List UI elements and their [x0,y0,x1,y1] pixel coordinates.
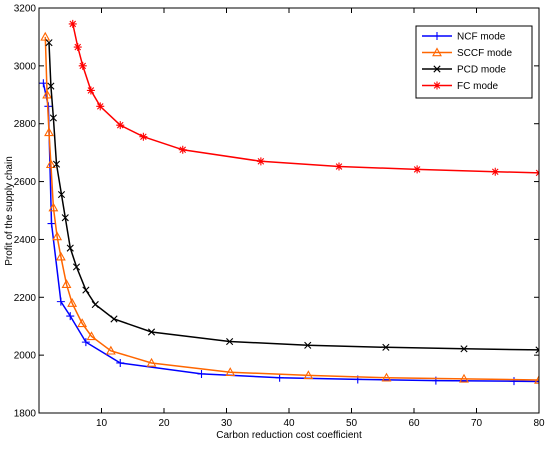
data-point-pcd-mode [110,315,118,323]
y-tick-label: 2000 [14,351,37,362]
y-axis-title: Profit of the supply chain [4,156,15,266]
legend-label: PCD mode [457,65,506,76]
data-point-pcd-mode [535,346,539,354]
data-point-pcd-mode [45,39,53,47]
data-point-ncf-mode [510,377,518,386]
x-tick-label: 30 [221,418,233,429]
data-point-sccf-mode [381,372,392,382]
data-point-sccf-mode [67,297,78,307]
data-point-fc-mode [78,61,87,70]
data-point-sccf-mode [48,202,59,212]
data-point-sccf-mode [45,159,56,168]
data-point-sccf-mode [77,318,88,328]
data-point-sccf-mode [459,373,469,383]
data-point-pcd-mode [147,328,156,336]
data-point-pcd-mode [304,341,312,349]
data-point-ncf-mode [81,338,90,347]
legend-marker [433,65,441,73]
data-point-fc-mode [116,121,125,130]
data-point-sccf-mode [105,345,116,355]
data-point-fc-mode [96,102,105,111]
x-tick-label: 40 [283,418,295,429]
data-point-ncf-mode [56,297,65,306]
data-point-sccf-mode [303,370,314,380]
data-point-ncf-mode [197,369,206,378]
series-ncf-mode [39,79,539,386]
data-point-sccf-mode [42,89,53,99]
data-point-fc-mode [491,167,500,176]
series-fc-mode [68,19,539,177]
y-tick-label: 3000 [14,61,37,72]
data-point-pcd-mode [49,114,57,122]
legend-label: NCF mode [457,32,506,43]
data-point-pcd-mode [66,244,74,252]
legend-item-ncf-mode: NCF mode [422,32,506,43]
data-point-sccf-mode [61,279,72,289]
data-point-sccf-mode [225,367,236,376]
data-point-sccf-mode [40,31,51,41]
data-point-ncf-mode [47,219,56,228]
data-point-sccf-mode [44,127,54,137]
data-point-fc-mode [86,86,95,95]
y-tick-label: 2600 [14,177,37,188]
series-sccf-mode [40,31,539,384]
x-tick-label: 60 [408,418,420,429]
data-point-pcd-mode [226,337,234,346]
data-point-pcd-mode [52,160,61,168]
data-point-pcd-mode [91,300,99,309]
legend-item-fc-mode: FC mode [422,81,499,92]
x-axis-title: Carbon reduction cost coefficient [216,430,362,441]
legend-marker [433,81,441,90]
series-pcd-mode [45,39,539,354]
x-tick-label: 50 [346,418,358,429]
data-point-pcd-mode [460,345,468,353]
y-tick-label: 2800 [14,119,37,130]
x-tick-label: 80 [533,418,545,429]
x-tick-label: 20 [158,418,170,429]
data-point-ncf-mode [116,358,125,367]
data-point-pcd-mode [382,343,390,351]
series-line-sccf-mode [44,36,539,381]
data-point-fc-mode [413,165,422,174]
data-point-pcd-mode [61,214,69,222]
data-point-ncf-mode [66,312,75,321]
legend-item-pcd-mode: PCD mode [422,65,506,76]
legend-item-sccf-mode: SCCF mode [422,47,512,59]
y-tick-label: 3200 [14,4,37,15]
y-tick-label: 1800 [14,409,37,420]
data-point-sccf-mode [534,374,539,384]
data-point-fc-mode [139,132,148,141]
data-point-sccf-mode [146,357,157,367]
legend: NCF mode SCCF mode PCD mode FC mode [415,25,533,99]
y-tick-label: 2400 [14,235,37,246]
x-tick-label: 10 [96,418,108,429]
legend-label: SCCF mode [457,48,512,59]
data-point-pcd-mode [82,286,90,294]
data-point-fc-mode [68,19,77,28]
data-point-fc-mode [335,162,343,171]
axes: 10 20 30 40 50 60 70 80 1800 2000 2200 2400 2600 2800… [14,4,545,430]
data-point-ncf-mode [275,373,284,382]
plot-area [39,19,539,386]
y-tick-label: 2200 [14,293,37,304]
data-point-sccf-mode [55,251,66,261]
x-tick-label: 70 [471,418,483,429]
data-point-fc-mode [256,157,265,166]
data-point-sccf-mode [86,331,97,341]
data-point-fc-mode [178,145,187,154]
data-point-sccf-mode [52,231,63,241]
data-point-pcd-mode [57,191,66,199]
legend-marker [432,47,442,57]
legend-label: FC mode [457,81,499,92]
data-point-pcd-mode [72,263,81,271]
data-point-pcd-mode [47,82,55,90]
legend-marker [433,32,441,40]
data-point-fc-mode [73,43,82,52]
